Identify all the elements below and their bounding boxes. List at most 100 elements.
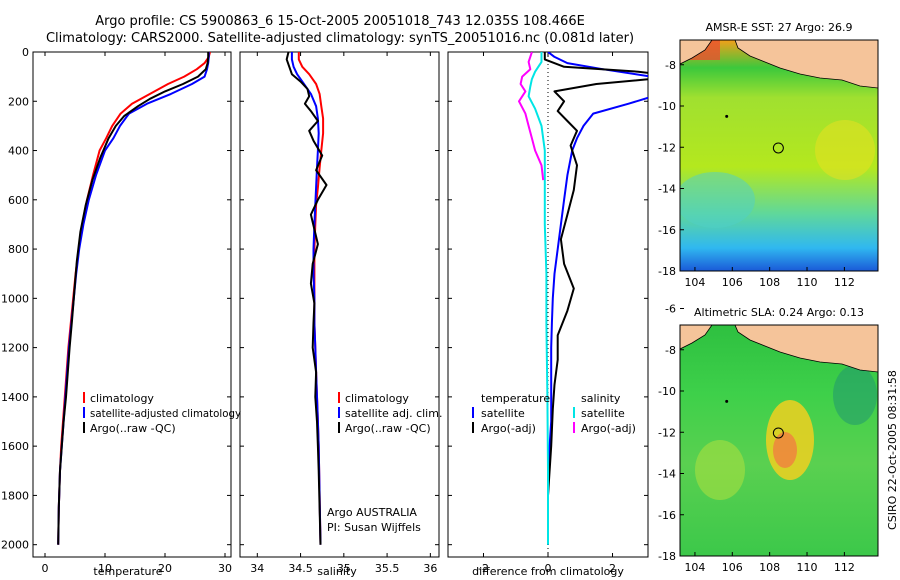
operator-annotation-line1: Argo AUSTRALIA: [327, 506, 417, 519]
legend-label-argo: Argo(..raw -QC): [345, 422, 431, 435]
map-x-tick-label: 108: [759, 276, 780, 289]
series-line-argo-raw-qc-: [285, 52, 328, 545]
island-marker: [725, 114, 729, 118]
x-tick-label: 35: [337, 562, 351, 575]
series-line-salinity-argo-adj-: [518, 52, 545, 181]
y-tick-label: 1200: [1, 342, 29, 355]
map-x-tick-label: 110: [797, 276, 818, 289]
temperature-axis-label: temperature: [93, 565, 162, 578]
series-line-argo-raw-qc-: [57, 52, 210, 545]
map-y-tick-label: -10: [658, 100, 676, 113]
salinity-axis-ticks: 34 34.5 35 35.5 36: [240, 51, 439, 575]
operator-annotation-line2: PI: Susan Wijffels: [327, 521, 421, 534]
sst-warm-patch: [815, 120, 875, 180]
y-tick-label: 2000: [1, 539, 29, 552]
y-tick-label: 1600: [1, 440, 29, 453]
x-tick-label: -2: [478, 562, 489, 575]
x-tick-label: 0: [42, 562, 49, 575]
figure-title-line2: Climatology: CARS2000. Satellite-adjuste…: [46, 31, 634, 46]
map-y-tick-label: -14: [658, 468, 676, 481]
legend-label-salinity-argo: Argo(-adj): [581, 422, 636, 435]
sla-map-markers: [725, 399, 784, 439]
figure-title-line1: Argo profile: CS 5900863_6 15-Oct-2005 2…: [95, 14, 585, 29]
map-y-tick-label: -10: [658, 385, 676, 398]
sla-low-patch: [833, 365, 877, 425]
y-tick-label: 200: [8, 95, 29, 108]
legend-label-climatology: climatology: [90, 392, 154, 405]
map-x-tick-label: 106: [722, 561, 743, 574]
temperature-series: [57, 52, 211, 545]
salinity-axis-label: salinity: [317, 565, 357, 578]
java-landmass: [734, 325, 878, 373]
sla-map-title: Altimetric SLA: 0.24 Argo: 0.13: [694, 306, 864, 319]
sumatra-landmass: [680, 40, 713, 65]
y-tick-label: 1800: [1, 489, 29, 502]
sst-map-markers: [725, 114, 784, 154]
map-y-tick-label: -16: [658, 509, 676, 522]
temperature-plot-frame: [32, 51, 232, 558]
legend-label-temperature-argo: Argo(-adj): [481, 422, 536, 435]
sla-map-ticks: 104 106 108 110 112 -6 -8 -10 -12 -14 -16 -18: [658, 303, 855, 575]
x-tick-label: 30: [218, 562, 232, 575]
y-tick-label: 1000: [1, 292, 29, 305]
map-x-tick-label: 112: [834, 276, 855, 289]
x-tick-label: 0: [545, 562, 552, 575]
series-line-satellite-adjusted-climatology: [57, 52, 210, 545]
legend-label-salinity-satellite: satellite: [581, 407, 625, 420]
sst-map-frame: [679, 39, 879, 272]
salinity-legend: climatology satellite adj. clim. Argo(..…: [327, 392, 442, 534]
y-tick-label: 400: [8, 145, 29, 158]
argo-position-marker: [772, 142, 784, 154]
x-tick-label: 35.5: [375, 562, 400, 575]
temperature-axis-ticks: 0 200 400 600 800 1000 1200 1400 1600 1800 2000 0 10…: [1, 46, 232, 575]
sla-peak-patch: [773, 432, 797, 468]
legend-title-temperature: temperature: [481, 392, 550, 405]
x-tick-label: 34.5: [288, 562, 313, 575]
series-line-temperature-argo-adj-: [543, 52, 648, 545]
y-tick-label: 800: [8, 243, 29, 256]
legend-label-temperature-satellite: satellite: [481, 407, 525, 420]
map-x-tick-label: 104: [684, 276, 705, 289]
map-y-tick-label: -12: [658, 141, 676, 154]
temperature-legend: climatology satellite-adjusted climatolo…: [83, 392, 241, 435]
map-x-tick-label: 108: [759, 561, 780, 574]
x-tick-label: 2: [609, 562, 616, 575]
sla-map: [680, 325, 878, 556]
sumatra-landmass: [680, 325, 713, 350]
legend-label-argo: Argo(..raw -QC): [90, 422, 176, 435]
argo-position-marker: [772, 427, 784, 439]
map-y-tick-label: -12: [658, 426, 676, 439]
map-x-tick-label: 106: [722, 276, 743, 289]
map-x-tick-label: 110: [797, 561, 818, 574]
legend-title-salinity: salinity: [581, 392, 621, 405]
sst-map-title: AMSR-E SST: 27 Argo: 26.9: [705, 21, 852, 34]
difference-series: [518, 52, 648, 545]
sla-mid-patch: [695, 440, 745, 500]
legend-label-satellite-adj: satellite adj. clim.: [345, 407, 442, 420]
legend-label-satellite-adjusted: satellite-adjusted climatology: [90, 407, 241, 420]
y-tick-label: 1400: [1, 391, 29, 404]
difference-legend: temperature satellite Argo(-adj) salinit…: [472, 392, 636, 435]
map-x-tick-label: 112: [834, 561, 855, 574]
map-x-tick-label: 104: [684, 561, 705, 574]
difference-axis-ticks: -2 0 2: [448, 51, 648, 575]
x-tick-label: 36: [423, 562, 437, 575]
x-tick-label: 34: [250, 562, 264, 575]
salinity-plot-frame: [239, 51, 440, 558]
map-y-tick-label: -6: [665, 303, 676, 316]
x-tick-label: 10: [98, 562, 112, 575]
map-y-tick-label: -8: [665, 59, 676, 72]
sst-map: [680, 40, 878, 271]
legend-label-climatology: climatology: [345, 392, 409, 405]
timestamp-footer: CSIRO 22-Oct-2005 08:31:58: [886, 370, 899, 530]
x-tick-label: 20: [158, 562, 172, 575]
sst-map-ticks: 104 106 108 110 112 -8 -10 -12 -14 -16 -18: [658, 59, 855, 289]
series-line-climatology: [57, 52, 211, 545]
map-y-tick-label: -18: [658, 550, 676, 563]
map-y-tick-label: -8: [665, 344, 676, 357]
y-tick-label: 0: [22, 46, 29, 59]
difference-axis-label: difference from climatology: [472, 565, 624, 578]
map-y-tick-label: -16: [658, 224, 676, 237]
series-line-temperature-satellite: [547, 52, 648, 545]
